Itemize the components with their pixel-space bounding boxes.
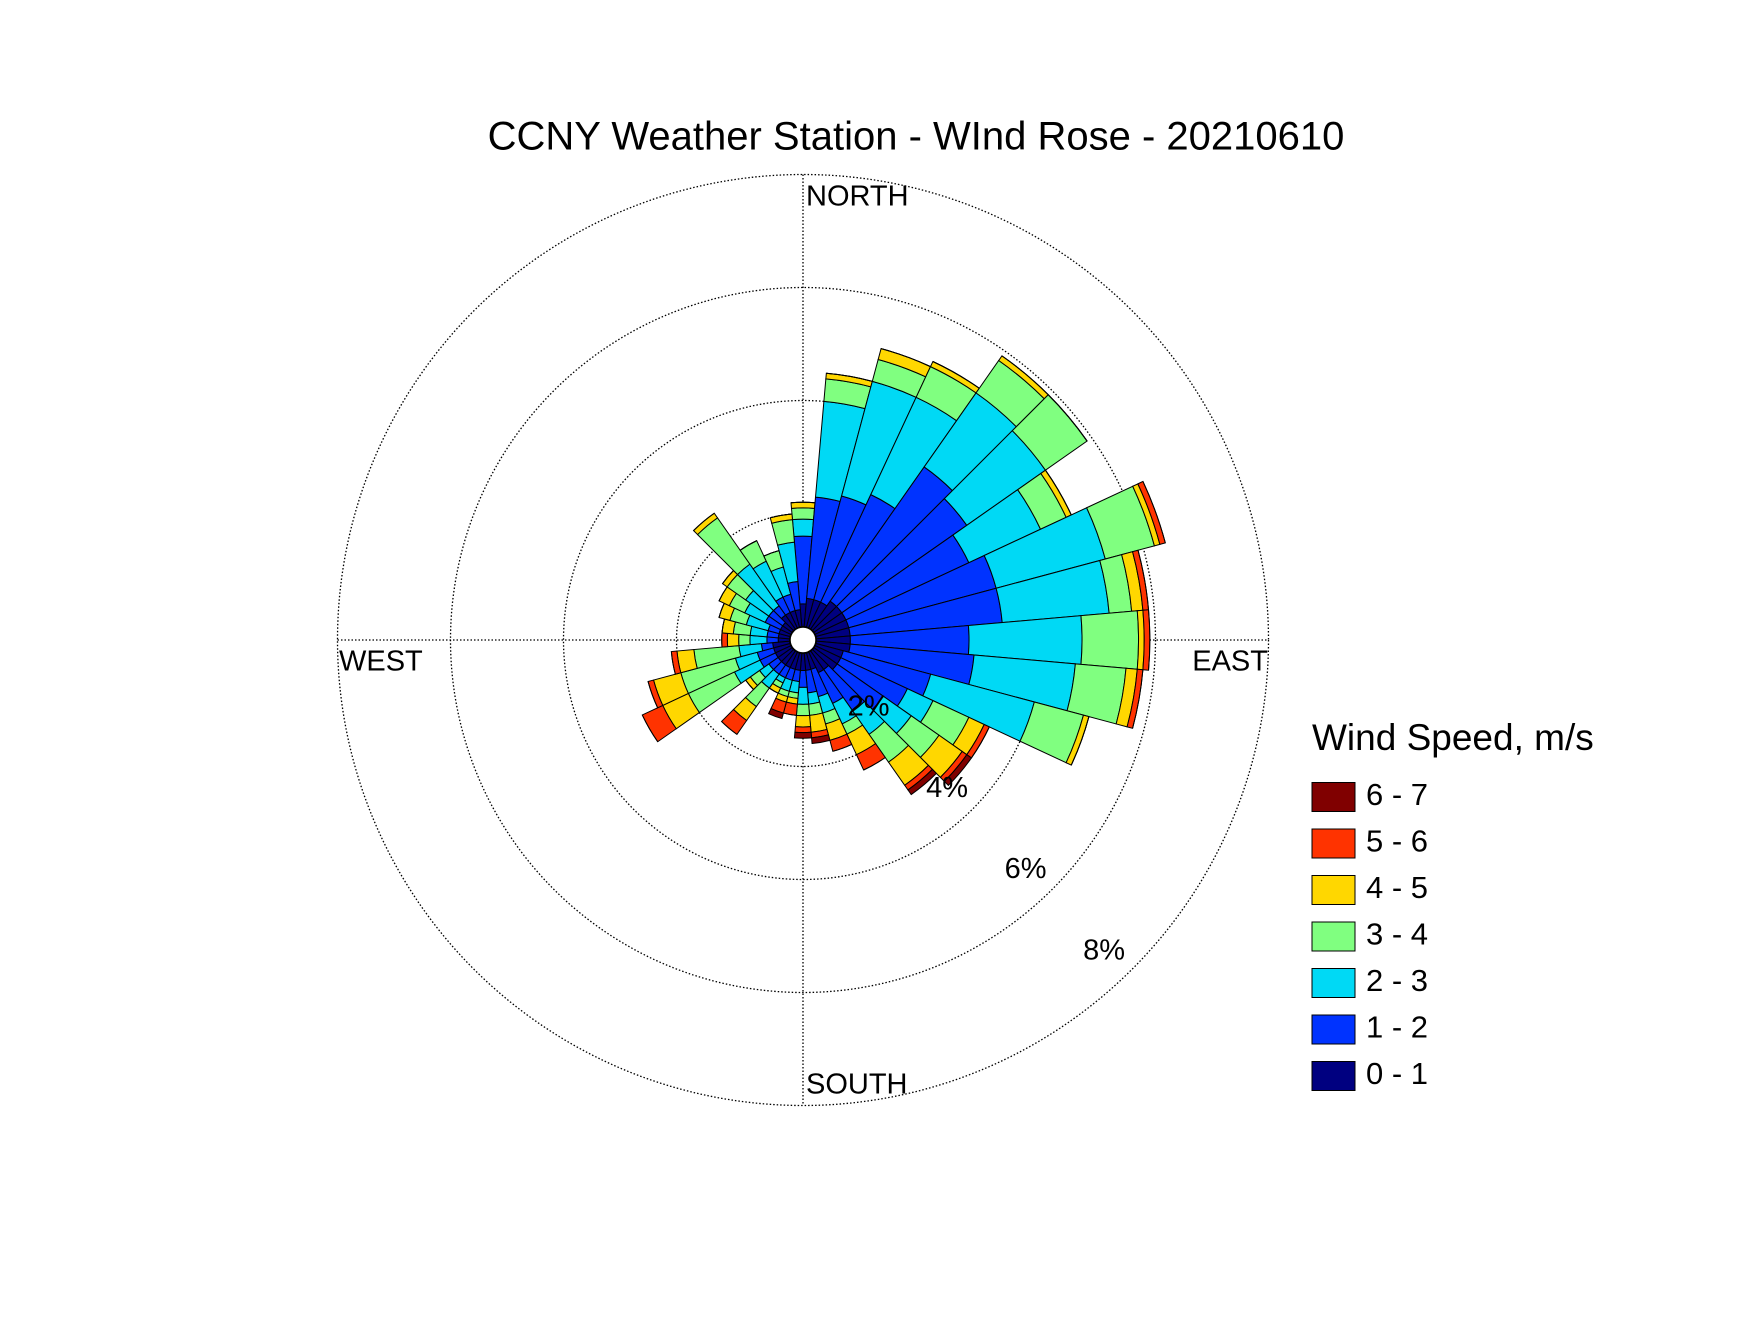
direction-label: WEST [339,646,423,678]
legend-label: 1 - 2 [1366,1010,1428,1045]
wedge [794,732,811,738]
legend-label: 2 - 3 [1366,963,1428,998]
legend-swatch [1312,922,1355,951]
wedge [1081,611,1139,669]
legend-label: 5 - 6 [1366,824,1428,859]
center-hole [790,627,816,653]
r-tick-label: 2% [848,691,890,723]
legend-swatch [1312,876,1355,905]
r-tick-label: 8% [1083,934,1125,966]
legend-label: 0 - 1 [1366,1056,1428,1091]
direction-label: SOUTH [806,1069,908,1101]
legend-label: 3 - 4 [1366,917,1428,952]
chart-title: CCNY Weather Station - WInd Rose - 20210… [488,115,1345,159]
wedge [791,502,815,503]
wedge [795,715,810,727]
wedge [791,508,814,520]
r-tick-label: 6% [1005,853,1047,885]
direction-label: EAST [1192,646,1268,678]
wedge [739,634,751,645]
wedge [722,633,728,647]
r-tick-label: 4% [926,772,968,804]
wedge [727,633,739,646]
legend-swatch [1312,829,1355,858]
legend-swatch [1312,1062,1355,1091]
legend-swatch [1312,1015,1355,1044]
wedge [795,727,811,733]
wedge [796,704,809,716]
legend-label: 6 - 7 [1366,777,1428,812]
direction-label: NORTH [806,181,909,213]
wedge [792,519,813,536]
legend-swatch [1312,783,1355,812]
legend-swatch [1312,969,1355,998]
legend-label: 4 - 5 [1366,870,1428,905]
legend-title: Wind Speed, m/s [1312,717,1594,758]
wedge [791,502,815,508]
